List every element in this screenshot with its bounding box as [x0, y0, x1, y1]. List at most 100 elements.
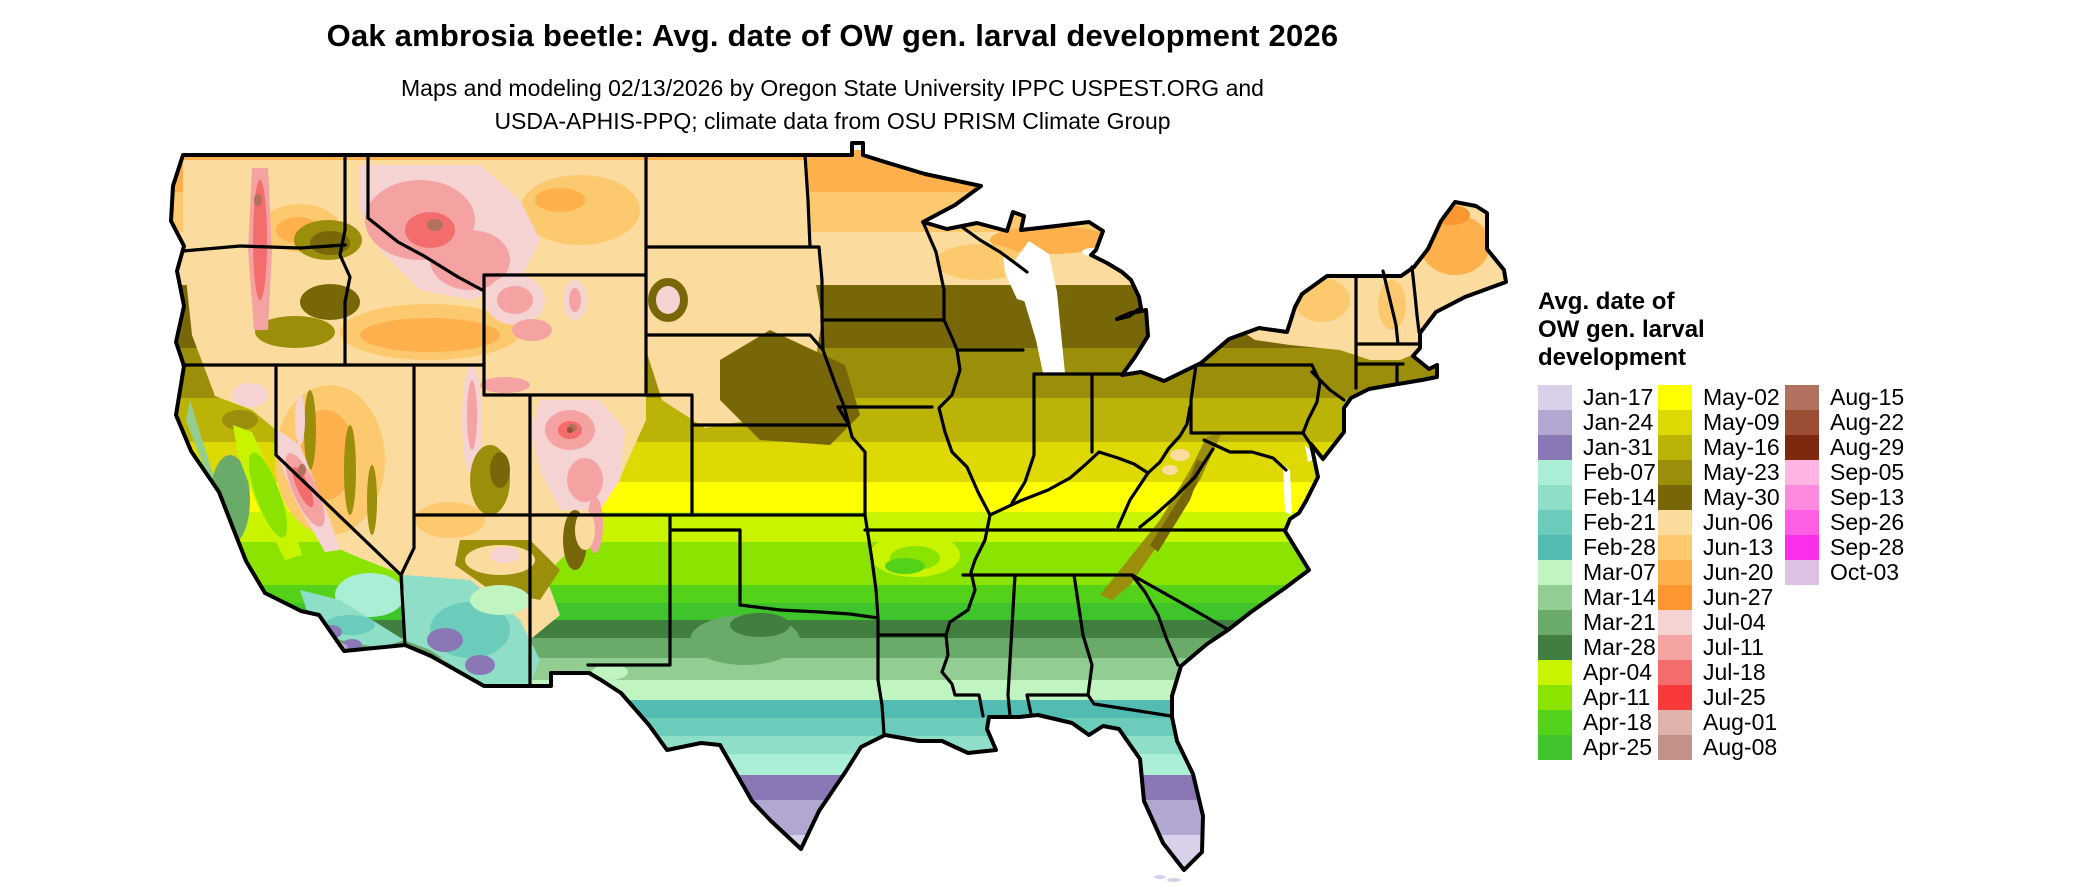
legend-entry-apr04: Apr-04: [1538, 660, 1658, 685]
legend-entry-jun20: Jun-20: [1658, 560, 1785, 585]
legend-swatch-jul25: [1658, 685, 1692, 710]
legend-swatch-jun06: [1658, 510, 1692, 535]
legend-label-jun20: Jun-20: [1703, 559, 1774, 585]
legend-label-sep13: Sep-13: [1830, 484, 1905, 510]
legend-entry-jan17: Jan-17: [1538, 385, 1658, 410]
legend-title-line-1: Avg. date of: [1538, 288, 1675, 315]
legend-entry-jan24: Jan-24: [1538, 410, 1658, 435]
legend-swatch-mar21: [1538, 610, 1572, 635]
legend-swatch-mar14: [1538, 585, 1572, 610]
legend-columns: Jan-17 Jan-24 Jan-31 Feb-07 Feb-14 Feb-21 Feb-…: [1538, 385, 2078, 760]
legend-swatch-feb14: [1538, 485, 1572, 510]
legend-label-feb07: Feb-07: [1583, 459, 1656, 485]
legend-label-aug01: Aug-01: [1703, 709, 1778, 735]
legend-entry-oct03: Oct-03: [1785, 560, 1915, 585]
legend-label-may02: May-02: [1703, 384, 1780, 410]
legend-entry-mar21: Mar-21: [1538, 610, 1658, 635]
legend-entry-sep05: Sep-05: [1785, 460, 1915, 485]
legend-entry-apr18: Apr-18: [1538, 710, 1658, 735]
legend-label-feb21: Feb-21: [1583, 509, 1656, 535]
legend-entry-feb21: Feb-21: [1538, 510, 1658, 535]
legend-label-mar14: Mar-14: [1583, 584, 1656, 610]
legend-swatch-aug15: [1785, 385, 1819, 410]
legend-swatch-aug22: [1785, 410, 1819, 435]
legend-label-aug22: Aug-22: [1830, 409, 1905, 435]
legend-entry-may16: May-16: [1658, 435, 1785, 460]
legend-title: Avg. date of OW gen. larval development: [1538, 288, 2078, 372]
legend-entry-feb28: Feb-28: [1538, 535, 1658, 560]
band-jan24: [171, 800, 1506, 835]
legend-label-apr04: Apr-04: [1583, 659, 1653, 685]
legend-swatch-apr04: [1538, 660, 1572, 685]
legend-swatch-aug01: [1658, 710, 1692, 735]
band-feb14: [171, 736, 1506, 754]
legend-label-may23: May-23: [1703, 459, 1780, 485]
legend-label-sep28: Sep-28: [1830, 534, 1905, 560]
legend-label-jan17: Jan-17: [1583, 384, 1654, 410]
legend-column-1: Jan-17 Jan-24 Jan-31 Feb-07 Feb-14 Feb-21 Feb-…: [1538, 385, 1658, 760]
legend-label-aug29: Aug-29: [1830, 434, 1905, 460]
legend-swatch-mar28: [1538, 635, 1572, 660]
legend-swatch-mar07: [1538, 560, 1572, 585]
legend-swatch-may16: [1658, 435, 1692, 460]
legend-swatch-jan24: [1538, 410, 1572, 435]
legend-entry-jun06: Jun-06: [1658, 510, 1785, 535]
legend-swatch-feb28: [1538, 535, 1572, 560]
legend-label-jan31: Jan-31: [1583, 434, 1654, 460]
legend-entry-aug22: Aug-22: [1785, 410, 1915, 435]
legend-label-may30: May-30: [1703, 484, 1780, 510]
legend-column-3: Aug-15 Aug-22 Aug-29 Sep-05 Sep-13 Sep-26 Sep-…: [1785, 385, 1915, 760]
legend-entry-aug08: Aug-08: [1658, 735, 1785, 760]
legend-label-aug08: Aug-08: [1703, 734, 1778, 760]
legend-swatch-may23: [1658, 460, 1692, 485]
legend-swatch-may02: [1658, 385, 1692, 410]
legend-entry-feb14: Feb-14: [1538, 485, 1658, 510]
legend-swatch-feb07: [1538, 460, 1572, 485]
map-fill-layer: [171, 150, 1506, 870]
band-feb21: [171, 718, 1506, 736]
legend-swatch-sep28: [1785, 535, 1819, 560]
legend: Avg. date of OW gen. larval development …: [1538, 288, 2078, 760]
legend-label-aug15: Aug-15: [1830, 384, 1905, 410]
subtitle-line-2: USDA-APHIS-PPQ; climate data from OSU PR…: [494, 108, 1171, 134]
legend-swatch-oct03: [1785, 560, 1819, 585]
legend-swatch-jan31: [1538, 435, 1572, 460]
legend-swatch-may09: [1658, 410, 1692, 435]
legend-label-mar28: Mar-28: [1583, 634, 1656, 660]
subtitle-line-1: Maps and modeling 02/13/2026 by Oregon S…: [401, 75, 1264, 101]
legend-entry-sep28: Sep-28: [1785, 535, 1915, 560]
legend-swatch-aug08: [1658, 735, 1692, 760]
legend-label-jan24: Jan-24: [1583, 409, 1654, 435]
legend-entry-aug15: Aug-15: [1785, 385, 1915, 410]
legend-swatch-apr25: [1538, 735, 1572, 760]
legend-entry-feb07: Feb-07: [1538, 460, 1658, 485]
band-feb07: [171, 754, 1506, 775]
page-title: Oak ambrosia beetle: Avg. date of OW gen…: [326, 18, 1339, 53]
legend-entry-mar28: Mar-28: [1538, 635, 1658, 660]
legend-label-oct03: Oct-03: [1830, 559, 1900, 585]
legend-swatch-jan17: [1538, 385, 1572, 410]
legend-swatch-jul11: [1658, 635, 1692, 660]
legend-swatch-jun27: [1658, 585, 1692, 610]
legend-swatch-jun13: [1658, 535, 1692, 560]
band-jan17: [171, 835, 1506, 870]
legend-label-sep05: Sep-05: [1830, 459, 1905, 485]
us-outline: [169, 141, 1508, 872]
legend-entry-mar14: Mar-14: [1538, 585, 1658, 610]
legend-entry-jul18: Jul-18: [1658, 660, 1785, 685]
legend-entry-may09: May-09: [1658, 410, 1785, 435]
legend-entry-jun27: Jun-27: [1658, 585, 1785, 610]
legend-entry-may23: May-23: [1658, 460, 1785, 485]
legend-label-jul04: Jul-04: [1703, 609, 1766, 635]
legend-label-jun27: Jun-27: [1703, 584, 1774, 610]
legend-entry-sep26: Sep-26: [1785, 510, 1915, 535]
legend-entry-jul11: Jul-11: [1658, 635, 1785, 660]
legend-entry-sep13: Sep-13: [1785, 485, 1915, 510]
legend-label-mar07: Mar-07: [1583, 559, 1656, 585]
legend-label-apr18: Apr-18: [1583, 709, 1653, 735]
legend-label-jul11: Jul-11: [1703, 634, 1764, 660]
legend-swatch-may30: [1658, 485, 1692, 510]
legend-label-may09: May-09: [1703, 409, 1780, 435]
